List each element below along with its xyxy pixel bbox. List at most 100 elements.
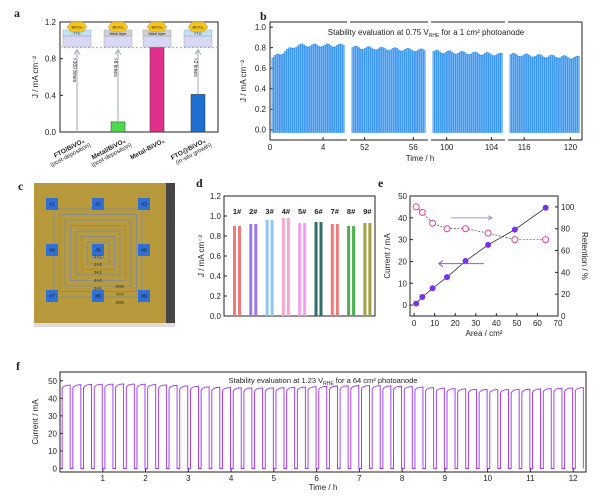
y-tick-label: 0.4 xyxy=(255,85,267,94)
y2-tick-label: 20 xyxy=(561,290,570,299)
y-tick-label: 0.0 xyxy=(255,126,267,135)
pad-label: #8 xyxy=(95,294,101,300)
y-axis-label: J / mA cm⁻² xyxy=(31,56,40,98)
y2-tick-label: 40 xyxy=(561,268,570,277)
x-tick-label: 0 xyxy=(412,319,417,328)
bar xyxy=(190,94,206,133)
current-point xyxy=(511,226,518,233)
ruler xyxy=(166,183,175,323)
bar xyxy=(249,224,253,316)
bivo4-particle xyxy=(66,21,88,33)
particle-label: BiVO₄ xyxy=(113,25,124,30)
bivo4-particle xyxy=(187,21,209,33)
y-tick-label: 0.2 xyxy=(210,292,222,301)
bar xyxy=(368,223,372,316)
bar xyxy=(330,224,334,316)
contact-pad xyxy=(138,244,150,256)
substrate-schematic xyxy=(103,35,133,48)
panel-label-a: a xyxy=(14,6,20,20)
bar xyxy=(110,121,126,133)
y-tick-label: 0.2 xyxy=(255,105,267,114)
x-tick-label: 0 xyxy=(268,143,273,152)
arrow-left-icon xyxy=(437,259,484,268)
pad-label: #7 xyxy=(49,294,55,300)
y-tick-label: 0.8 xyxy=(210,232,222,241)
x-tick-label: 30 xyxy=(471,319,480,328)
particle-label: BiVO₄ xyxy=(193,25,204,30)
photocurrent-trace xyxy=(351,45,426,133)
panel-a-chart: 0.0 0.4 0.8 1.2 J / mA cm⁻² >300 times FTO BiVO… xyxy=(31,18,219,169)
y-axis-label: J / mA cm⁻² xyxy=(239,60,248,102)
x-axis-label: Time / h xyxy=(406,154,435,163)
particle-label: BiVO₄ xyxy=(72,25,83,30)
y-tick-label: 0.8 xyxy=(255,44,267,53)
y-tick-label: 0.0 xyxy=(45,128,57,137)
area-frame xyxy=(81,236,115,270)
chart-title: Stability evaluation at 1.23 VRHE for a … xyxy=(228,376,417,387)
layer-label: Metal layer xyxy=(109,32,127,36)
y-tick-label: 40 xyxy=(398,214,407,223)
x-tick-label: 11 xyxy=(526,474,535,483)
x-tick-label: 4 xyxy=(229,474,234,483)
pad-label: #6 xyxy=(141,248,147,254)
substrate-schematic xyxy=(183,35,213,48)
y-tick-label: 0.0 xyxy=(210,312,222,321)
contact-pad xyxy=(92,290,104,302)
panel-d-chart: 0.0 0.2 0.4 0.6 0.8 1.0 1.2 J / mA cm⁻² 1# 2# 3# 4#… xyxy=(197,192,376,321)
x-axis-label: Time / h xyxy=(309,483,338,492)
panel-label-b: b xyxy=(260,9,267,23)
y-tick-label: 0.4 xyxy=(210,272,222,281)
plot-frame xyxy=(59,371,587,473)
bar-label: 6# xyxy=(314,207,323,216)
y-tick-label: 40 xyxy=(48,394,57,403)
x-axis-label: Area / cm² xyxy=(466,329,503,338)
panel-c-photo: #1 #2 #3 #4 #5 #6 #7 #8 #9 1×1 2×2 3×3 4×4 5×5 6×6 7×7 8… xyxy=(34,183,175,327)
photo-base xyxy=(34,323,175,327)
retention-point xyxy=(412,203,420,211)
substrate-schematic xyxy=(142,35,172,48)
y-tick-label: 20 xyxy=(48,429,57,438)
y2-tick-label: 80 xyxy=(561,225,570,234)
bar xyxy=(270,220,274,316)
layer-label: Metal layer xyxy=(148,32,166,36)
x-tick-label: 12 xyxy=(569,474,578,483)
pad-label: #3 xyxy=(141,202,147,208)
pad-label: #2 xyxy=(95,202,101,208)
layer-label: FTO xyxy=(195,32,202,36)
y-axis-label: Current / mA xyxy=(31,399,40,445)
pad-label: #1 xyxy=(49,202,55,208)
x-tick-label: 116 xyxy=(518,143,531,152)
bar-label: 2# xyxy=(249,207,258,216)
area-label: 7×7 xyxy=(116,292,124,297)
bar xyxy=(335,224,339,316)
bar-label: 7# xyxy=(331,207,340,216)
y-tick-label: 1.0 xyxy=(255,23,267,32)
x-tick-label: 4 xyxy=(321,143,326,152)
y-tick-label: 0.6 xyxy=(255,64,267,73)
retention-point xyxy=(511,236,519,244)
y-tick-label: 1.2 xyxy=(45,18,57,27)
bar-label: 5# xyxy=(298,207,307,216)
bar xyxy=(298,223,302,316)
bivo4-particle xyxy=(146,21,168,33)
contact-pad xyxy=(138,290,150,302)
photocurrent-trace xyxy=(271,43,345,133)
y-axis-label: Current / mA xyxy=(383,233,392,279)
photocurrent-trace xyxy=(432,50,503,133)
area-label: 5×5 xyxy=(94,286,102,291)
bar xyxy=(303,223,307,316)
retention-point xyxy=(484,229,492,237)
current-point xyxy=(413,300,420,307)
y2-axis-label: Retention / % xyxy=(580,232,589,280)
current-point xyxy=(542,204,549,211)
current-point xyxy=(462,258,469,265)
photocurrent-trace xyxy=(509,53,580,133)
contact-pad xyxy=(46,290,58,302)
particle-label: BiVO₄ xyxy=(152,25,163,30)
contact-pad xyxy=(46,198,58,210)
chart-title: Stability evaluation at 0.75 VRHE for a … xyxy=(328,28,525,39)
retention-point xyxy=(429,219,437,227)
y-tick-label: 0.8 xyxy=(45,55,57,64)
x-tick-label: 60 xyxy=(533,319,542,328)
